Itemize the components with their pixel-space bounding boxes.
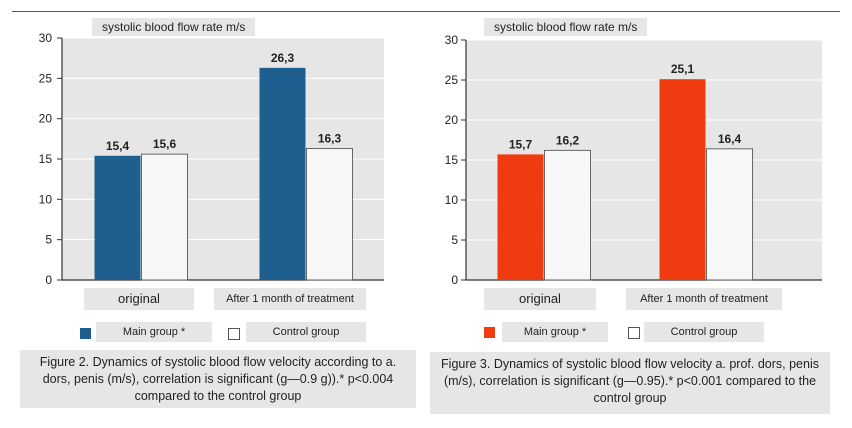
bar-control-group-original	[141, 153, 188, 281]
figure-2-panel: 0 5 10 15 20 25 30 15,4 15,6 26,3 16,3 systolic bl…	[0, 16, 420, 416]
y-tick-label: 20	[39, 112, 53, 126]
data-label: 26,3	[271, 51, 295, 65]
y-tick-label: 5	[45, 233, 52, 247]
data-label: 16,3	[318, 132, 342, 146]
y-tick-label: 30	[445, 33, 459, 47]
data-label: 16,4	[718, 132, 742, 146]
chart-title: systolic blood flow rate m/s	[92, 18, 256, 36]
y-tick-label: 30	[39, 31, 53, 45]
y-tick-label: 20	[445, 113, 459, 127]
bar-control-group-after-treatment	[306, 148, 353, 281]
top-rule	[12, 11, 840, 12]
y-tick-label: 0	[451, 273, 458, 287]
y-tick-label: 25	[39, 71, 53, 85]
figure-caption: Figure 3. Dynamics of systolic blood flo…	[430, 352, 830, 414]
category-label-after-treatment: After 1 month of treatment	[626, 288, 782, 310]
y-tick-label: 10	[39, 192, 53, 206]
bar-control-group-after-treatment	[706, 148, 753, 281]
legend-swatch-main-group	[80, 328, 91, 339]
data-label: 15,6	[153, 137, 177, 151]
y-tick-label: 10	[445, 193, 459, 207]
bar-control-group-original	[544, 149, 591, 281]
data-label: 25,1	[671, 62, 695, 76]
y-tick-label: 25	[445, 73, 459, 87]
chart-title: systolic blood flow rate m/s	[484, 18, 648, 36]
y-tick-label: 5	[451, 233, 458, 247]
data-label: 15,7	[509, 137, 533, 151]
legend-swatch-main-group	[484, 327, 495, 338]
category-label-original: original	[484, 288, 596, 310]
legend-label-control-group: Control group	[644, 322, 764, 342]
category-label-after-treatment: After 1 month of treatment	[214, 288, 366, 310]
y-tick-label: 15	[445, 153, 459, 167]
figure-2-chart: 0 5 10 15 20 25 30 15,4 15,6 26,3 16,3	[39, 31, 384, 287]
legend-swatch-control-group	[228, 328, 240, 340]
bar-main-group-after-treatment	[659, 79, 706, 280]
figure-caption: Figure 2. Dynamics of systolic blood flo…	[20, 350, 416, 408]
y-tick-label: 15	[39, 152, 53, 166]
bar-main-group-original	[497, 154, 544, 280]
figure-3-chart: 0 5 10 15 20 25 30 15,7 16,2 25,1 16,4	[445, 33, 822, 287]
category-label-original: original	[84, 288, 194, 310]
legend-label-main-group: Main group *	[502, 322, 608, 342]
figure-3-panel: 0 5 10 15 20 25 30 15,7 16,2 25,1 16,4 systolic bl…	[420, 16, 850, 416]
bar-main-group-original	[94, 155, 141, 280]
legend-swatch-control-group	[628, 327, 640, 339]
bar-main-group-after-treatment	[259, 67, 306, 280]
data-label: 15,4	[106, 139, 130, 153]
legend-label-control-group: Control group	[246, 322, 366, 342]
y-tick-label: 0	[45, 273, 52, 287]
legend-label-main-group: Main group *	[96, 322, 212, 342]
data-label: 16,2	[556, 133, 580, 147]
